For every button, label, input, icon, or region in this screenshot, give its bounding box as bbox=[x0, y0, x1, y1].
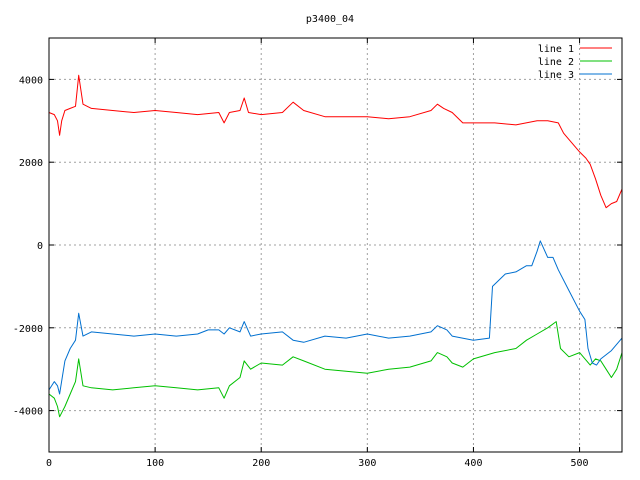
y-tick-label: -4000 bbox=[13, 407, 43, 418]
x-tick-label: 400 bbox=[464, 458, 482, 469]
legend-label: line 2 bbox=[538, 57, 574, 68]
y-tick-label: 4000 bbox=[19, 75, 43, 86]
series-1-line bbox=[48, 74, 623, 209]
y-tick-label: 0 bbox=[37, 241, 43, 252]
series-2-line bbox=[48, 321, 623, 418]
grid-lines bbox=[49, 38, 622, 452]
y-tick-label: 2000 bbox=[19, 158, 43, 169]
x-tick-label: 0 bbox=[46, 458, 52, 469]
axes: 0 100 200 300 400 500 -4000 -2000 0 2000 4000 bbox=[13, 38, 622, 469]
series-lines bbox=[48, 74, 623, 418]
legend-label: line 3 bbox=[538, 70, 574, 81]
legend-label: line 1 bbox=[538, 44, 574, 55]
legend: line 1 line 2 line 3 bbox=[538, 44, 612, 81]
x-tick-label: 200 bbox=[252, 458, 270, 469]
x-tick-label: 100 bbox=[146, 458, 164, 469]
y-tick-label: -2000 bbox=[13, 324, 43, 335]
series-3-line bbox=[48, 240, 623, 395]
chart-title: p3400_04 bbox=[306, 14, 354, 25]
x-tick-label: 500 bbox=[571, 458, 589, 469]
x-tick-label: 300 bbox=[358, 458, 376, 469]
